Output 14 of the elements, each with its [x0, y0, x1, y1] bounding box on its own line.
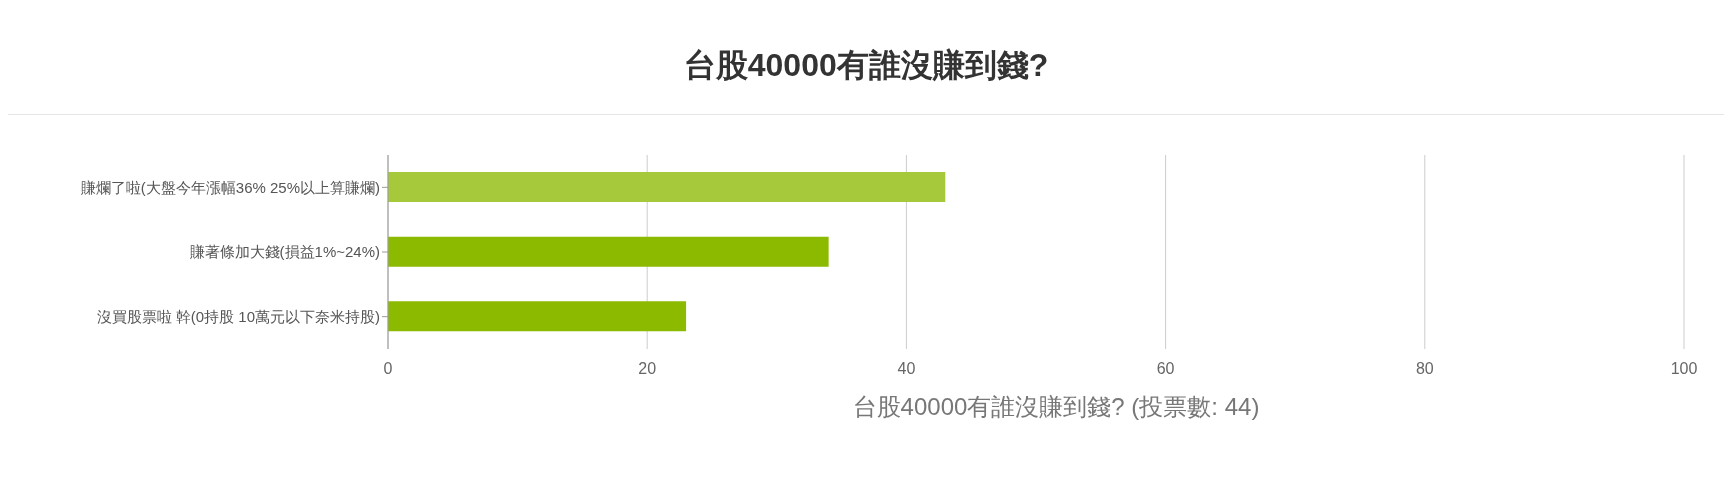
x-tick-label: 20 — [638, 360, 657, 378]
bar — [388, 301, 687, 332]
x-tick-label: 40 — [897, 360, 916, 378]
bar — [388, 236, 829, 267]
x-axis-title: 台股40000有誰沒賺到錢? (投票數: 44) — [851, 392, 1261, 422]
chart-title: 台股40000有誰沒賺到錢? — [682, 46, 1050, 85]
x-tick-label: 60 — [1156, 360, 1175, 378]
y-tick-label: 賺著條加大錢(損益1%~24%) — [189, 243, 380, 261]
x-tick-label: 80 — [1415, 360, 1434, 378]
y-tick-label: 沒買股票啦 幹(0持股 10萬元以下奈米持股) — [96, 307, 380, 325]
x-tick-label: 100 — [1670, 360, 1698, 378]
x-tick-label: 0 — [383, 360, 393, 378]
y-tick-label: 賺爛了啦(大盤今年漲幅36% 25%以上算賺爛) — [80, 178, 380, 196]
bar — [388, 172, 946, 202]
